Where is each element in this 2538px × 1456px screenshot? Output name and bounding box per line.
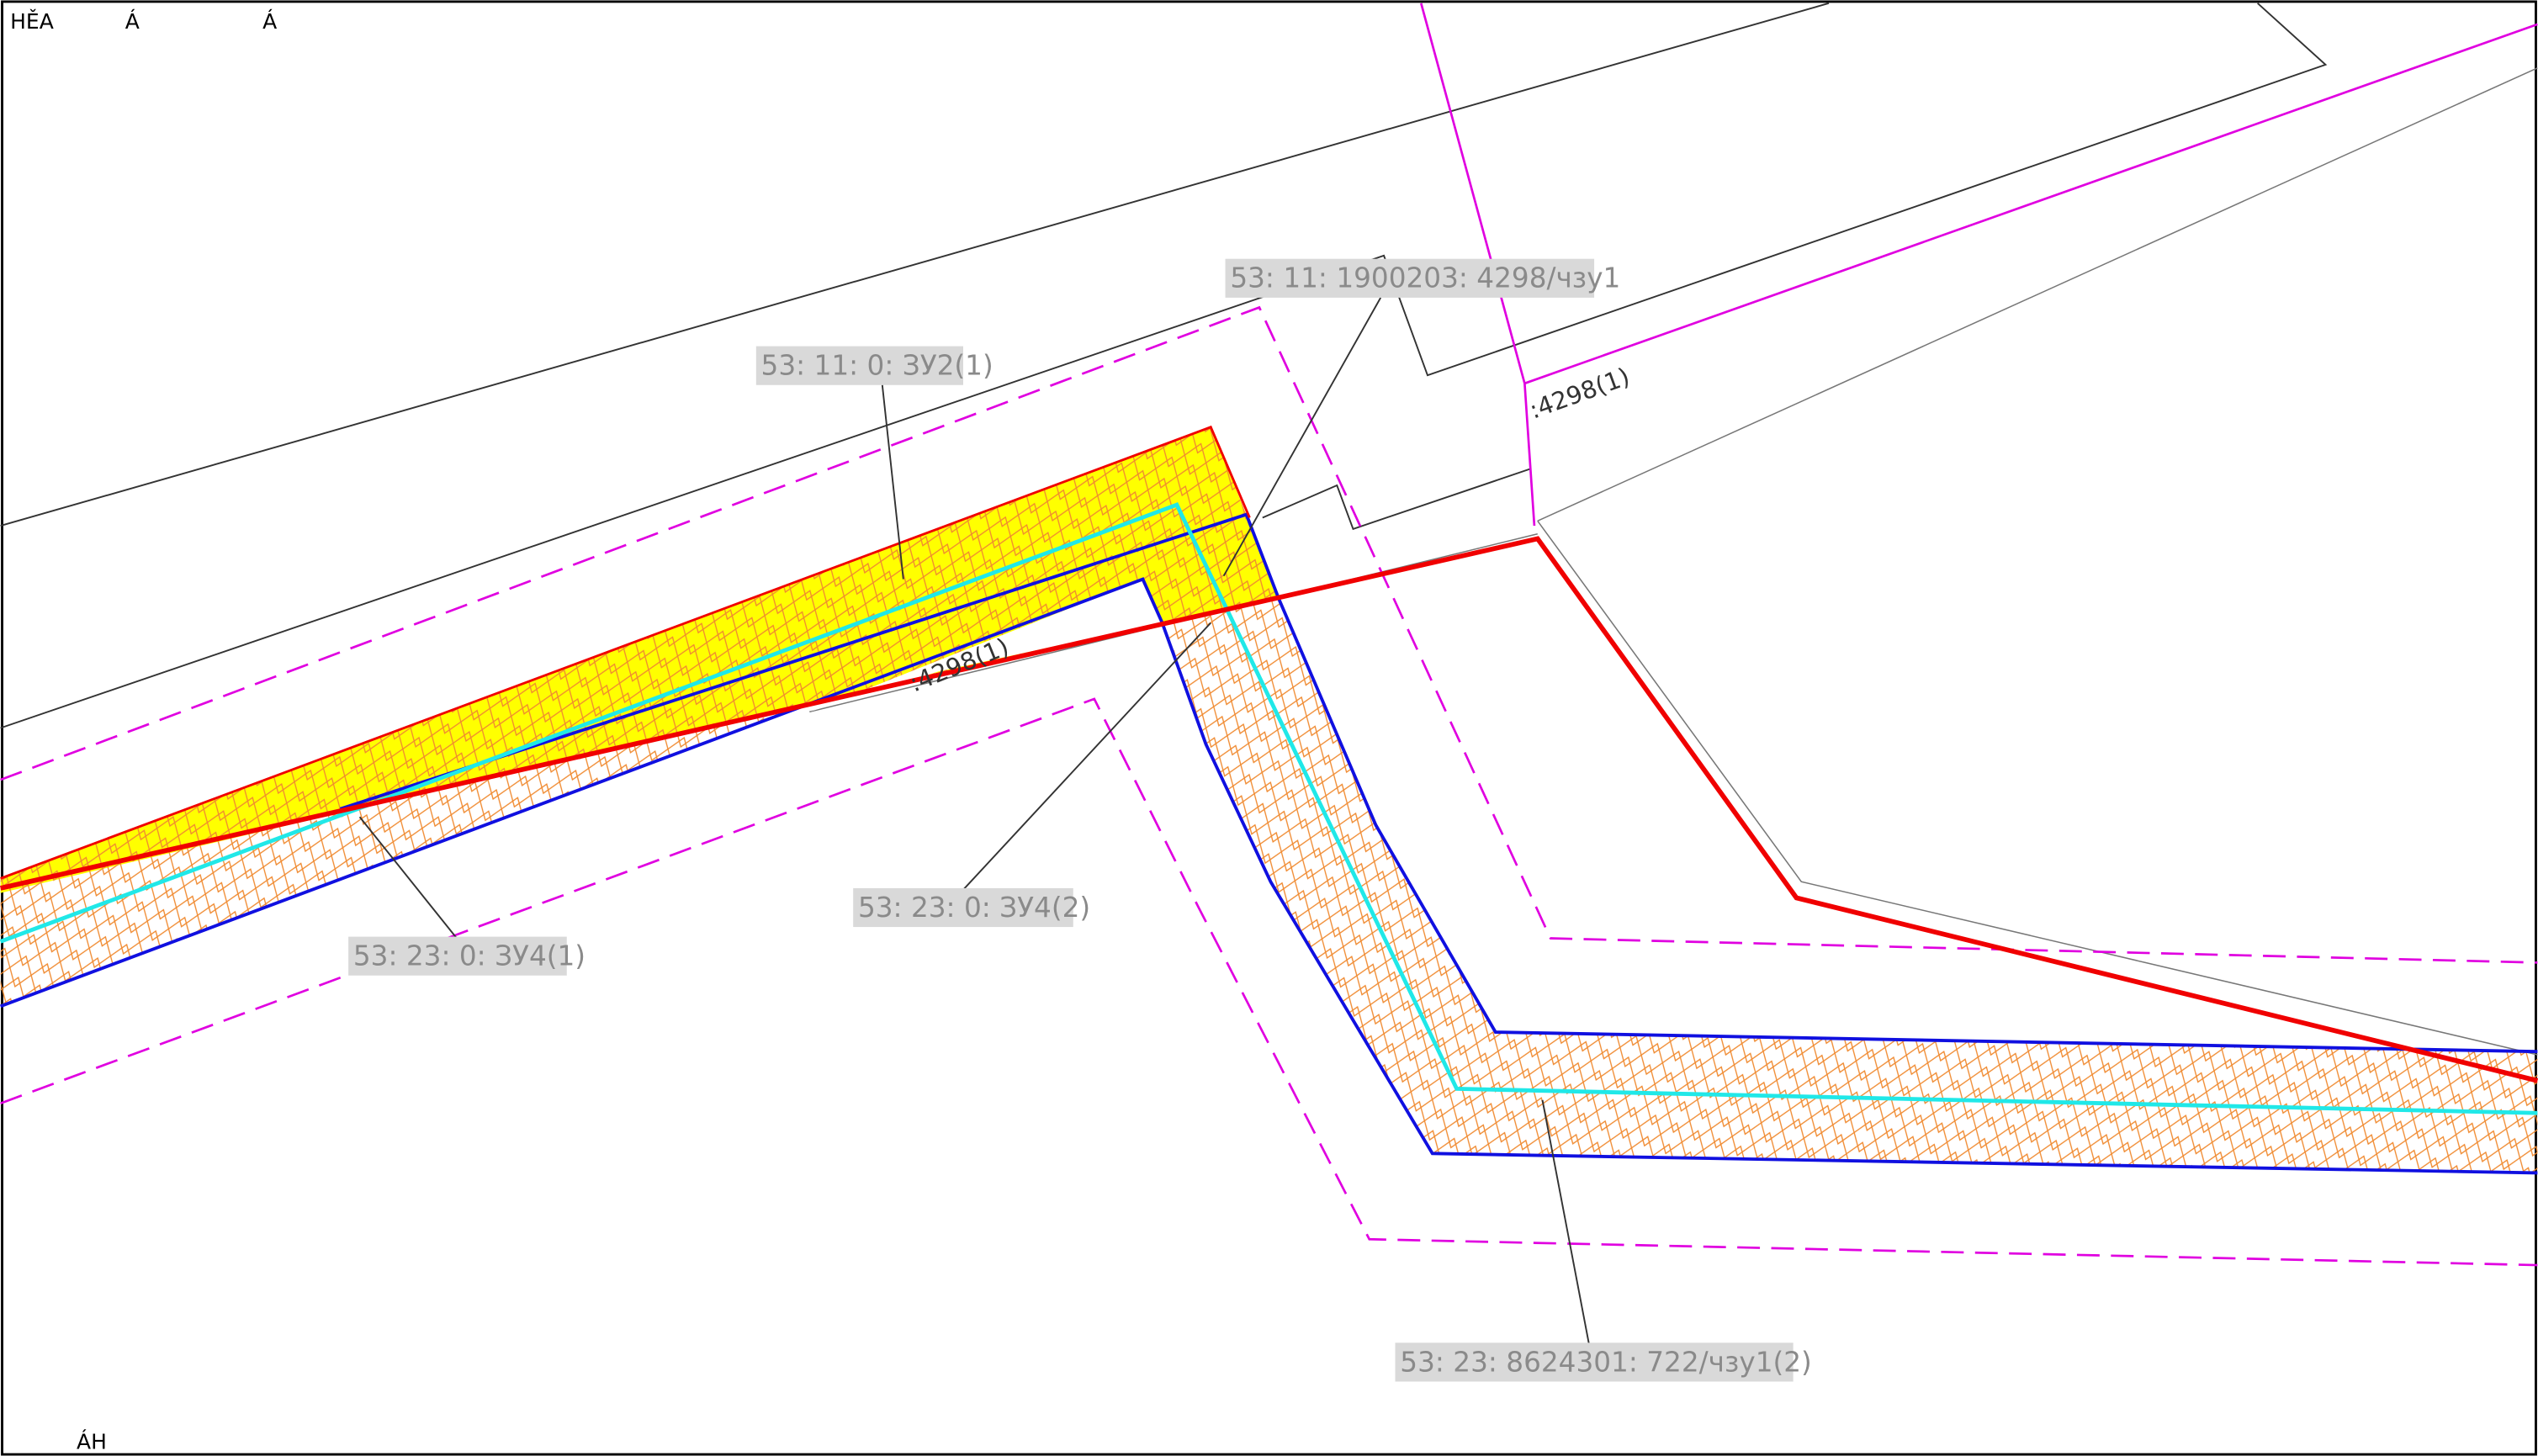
- parcel-label: 53: 23: 0: ЗУ4(2): [858, 892, 1090, 924]
- corner-mark: Á: [262, 9, 277, 34]
- red-lines: [0, 425, 2538, 1083]
- magenta-lines: [0, 3, 2538, 1267]
- parcel-label: 53: 23: 8624301: 722/чзу1(2): [1400, 1346, 1812, 1378]
- corner-mark: ÁН: [77, 1430, 107, 1454]
- parcel-label: 53: 11: 1900203: 4298/чзу1: [1230, 262, 1620, 294]
- leaders: [358, 297, 1591, 1347]
- label-boxes: [348, 258, 1794, 1382]
- background-lines: [0, 2, 2328, 729]
- gap: [809, 579, 1163, 712]
- yellow-hatch: [0, 426, 1280, 893]
- cyan-line: [0, 502, 2538, 1115]
- parcel-label: 53: 11: 0: ЗУ2(1): [761, 350, 993, 382]
- corner-mark: HĚA: [10, 9, 54, 34]
- blue-lines: [0, 512, 2538, 1175]
- corner-mark: Á: [125, 9, 140, 34]
- parcel-label: 53: 23: 0: ЗУ4(1): [353, 940, 585, 972]
